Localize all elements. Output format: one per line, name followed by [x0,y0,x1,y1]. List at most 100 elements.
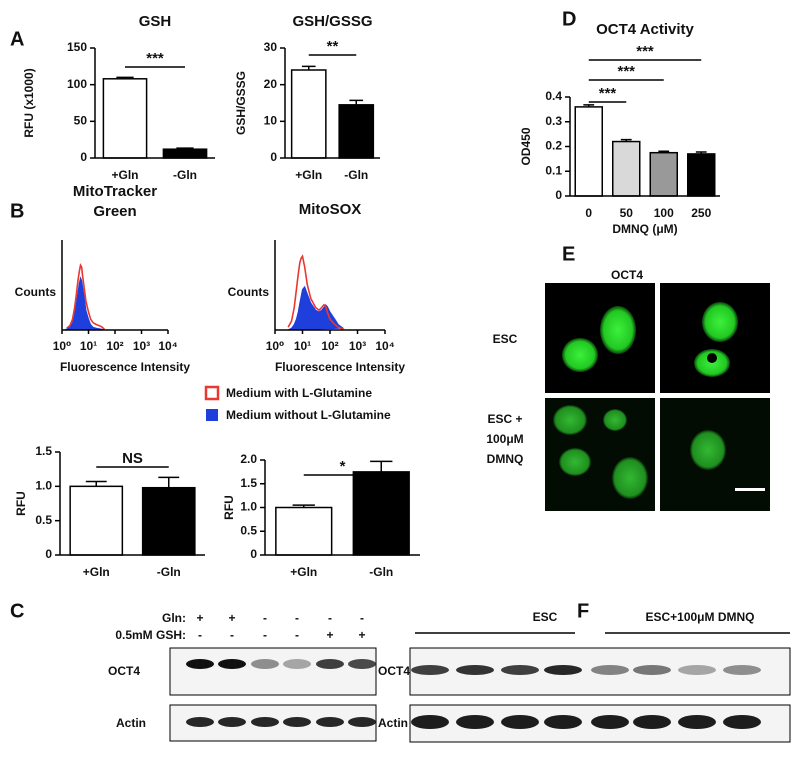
blot-band [186,717,214,727]
error-bar [370,460,393,472]
blot-band [501,665,539,675]
y-tick-label: 0 [270,150,277,164]
x-tick-label: 10² [321,339,338,353]
blot-row-label: OCT4 [108,664,140,678]
y-tick-label: 20 [264,77,278,91]
lane-sign: - [328,611,332,625]
blot-band [348,659,376,669]
blot-band [283,659,311,669]
bar [102,78,148,159]
line [287,254,344,330]
y-tick-label: 1.0 [35,479,52,493]
error-bar [292,504,315,508]
blot-band [591,665,629,675]
significance-label: *** [599,85,617,102]
x-tick-label: 100 [654,206,674,220]
y-tick-label: 1.0 [240,500,257,514]
blot-band [218,717,246,727]
lane-sign: - [295,628,299,642]
y-tick-label: 0 [250,547,257,561]
legend-label: Medium without L-Glutamine [226,408,391,422]
y-axis-label: OD450 [519,127,533,165]
error-bar [116,76,134,79]
significance-label: *** [636,43,654,60]
y-tick-label: 100 [67,77,87,91]
chart-title: MitoSOX [299,201,362,218]
y-tick-label: 1.5 [240,476,257,490]
bar [574,106,603,197]
y-tick-label: 0.1 [545,163,562,177]
x-tick-label: 10¹ [294,339,311,353]
x-tick-label: 10³ [349,339,366,353]
significance-label: * [340,458,346,475]
blot-band [411,715,449,729]
legend-swatch [204,385,220,401]
error-bar [583,104,595,107]
x-tick-label: -Gln [369,565,393,579]
area [64,276,105,331]
blot-band [186,659,214,669]
lane-sign: - [198,628,202,642]
blot-band [501,715,539,729]
error-bar [176,147,194,150]
x-tick-label: 10² [106,339,123,353]
blot-row-label: Actin [116,716,146,730]
chart-title: GSH [139,13,172,30]
error-bar [658,150,670,153]
error-bar [620,138,632,142]
y-tick-label: 10 [264,114,278,128]
y-tick-label: 0 [80,150,87,164]
significance-label: *** [617,63,635,80]
bar [338,104,375,159]
blot-band [251,659,279,669]
bar [649,151,678,197]
y-axis-label: RFU [222,495,236,520]
bar [69,485,124,556]
bar [275,506,333,556]
x-tick-label: 10⁰ [266,339,285,353]
blot-row-label: OCT4 [378,664,410,678]
lane-sign: + [228,611,235,625]
x-tick-label: -Gln [344,168,368,182]
y-tick-label: 0.4 [545,89,562,103]
legend-swatch [206,409,218,421]
x-tick-label: 0 [585,206,592,220]
panel-letter: B [10,200,24,222]
panel-letter: F [577,600,589,622]
x-tick-label: 10³ [133,339,150,353]
x-tick-label: 250 [691,206,711,220]
x-tick-label: 10¹ [80,339,97,353]
lane-sign: - [230,628,234,642]
y-tick-label: 0 [555,188,562,202]
x-tick-label: 10⁰ [53,339,72,353]
blot-band [678,665,716,675]
blot-band [218,659,246,669]
group-label: ESC+100μM DMNQ [645,610,754,624]
y-axis-label: GSH/GSSG [234,71,248,135]
image-row-label: ESC + [487,412,522,426]
x-tick-label: 50 [620,206,634,220]
lane-sign: - [360,611,364,625]
error-bar [349,99,364,105]
micrographs [545,283,770,511]
error-bar [695,151,707,154]
blot-band [251,717,279,727]
blot-band [411,665,449,675]
y-tick-label: 0.3 [545,114,562,128]
chart-title: OCT4 Activity [596,21,694,38]
blot-band [678,715,716,729]
image-row-label: ESC [493,332,518,346]
error-bar [301,65,316,70]
x-tick-label: 10⁴ [375,339,394,353]
y-tick-label: 0.5 [240,523,257,537]
panel-letter: E [562,243,575,265]
error-bar [158,476,180,488]
x-tick-label: +Gln [111,168,138,182]
legend-label: Medium with L-Glutamine [226,386,372,400]
bar [290,69,327,159]
significance-label: NS [122,450,143,467]
x-tick-label: +Gln [295,168,322,182]
blot-band [456,665,494,675]
significance-label: ** [327,38,339,55]
